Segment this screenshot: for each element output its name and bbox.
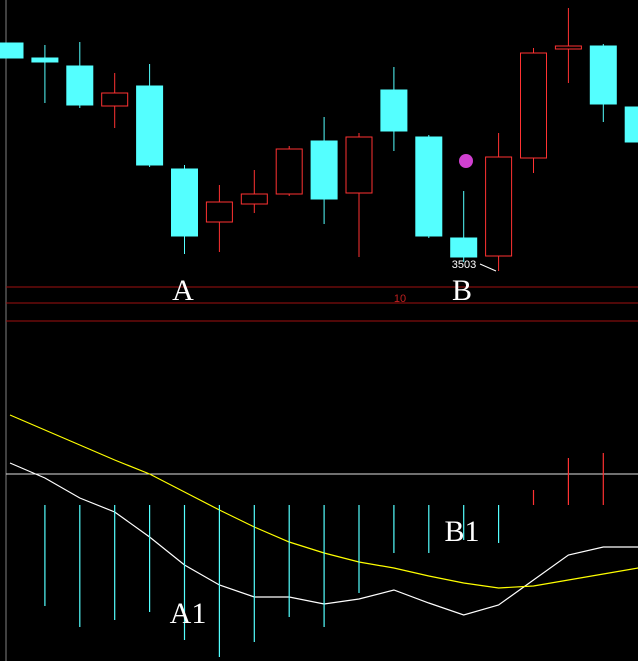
annotation: A <box>172 274 194 307</box>
label-pointer <box>479 263 497 272</box>
candle-body <box>0 42 24 59</box>
candle-body <box>624 106 638 143</box>
candle-body <box>31 57 59 63</box>
candle-body <box>345 136 373 194</box>
marker-dot <box>459 154 473 168</box>
candle-body <box>240 193 268 205</box>
candle-panel <box>0 8 638 271</box>
candle-body <box>415 136 443 237</box>
annotation: A1 <box>170 597 207 630</box>
candle-body <box>589 45 617 105</box>
annotation: 10 <box>394 293 406 305</box>
candle-body <box>520 52 547 159</box>
candle-body <box>554 45 582 50</box>
candle-body <box>171 168 198 237</box>
annotation: 3503 <box>452 259 476 271</box>
candle-body <box>485 156 513 257</box>
candle-body <box>136 85 164 166</box>
candle-body <box>310 140 338 200</box>
candle-body <box>101 92 129 107</box>
candle-body <box>450 237 478 258</box>
annotation: B <box>452 274 472 307</box>
macd-panel <box>9 414 638 657</box>
annotation: B1 <box>444 515 479 548</box>
candle-body <box>275 148 303 195</box>
candle-body <box>380 89 408 132</box>
candle-body <box>66 65 94 106</box>
candle-body <box>205 201 233 223</box>
